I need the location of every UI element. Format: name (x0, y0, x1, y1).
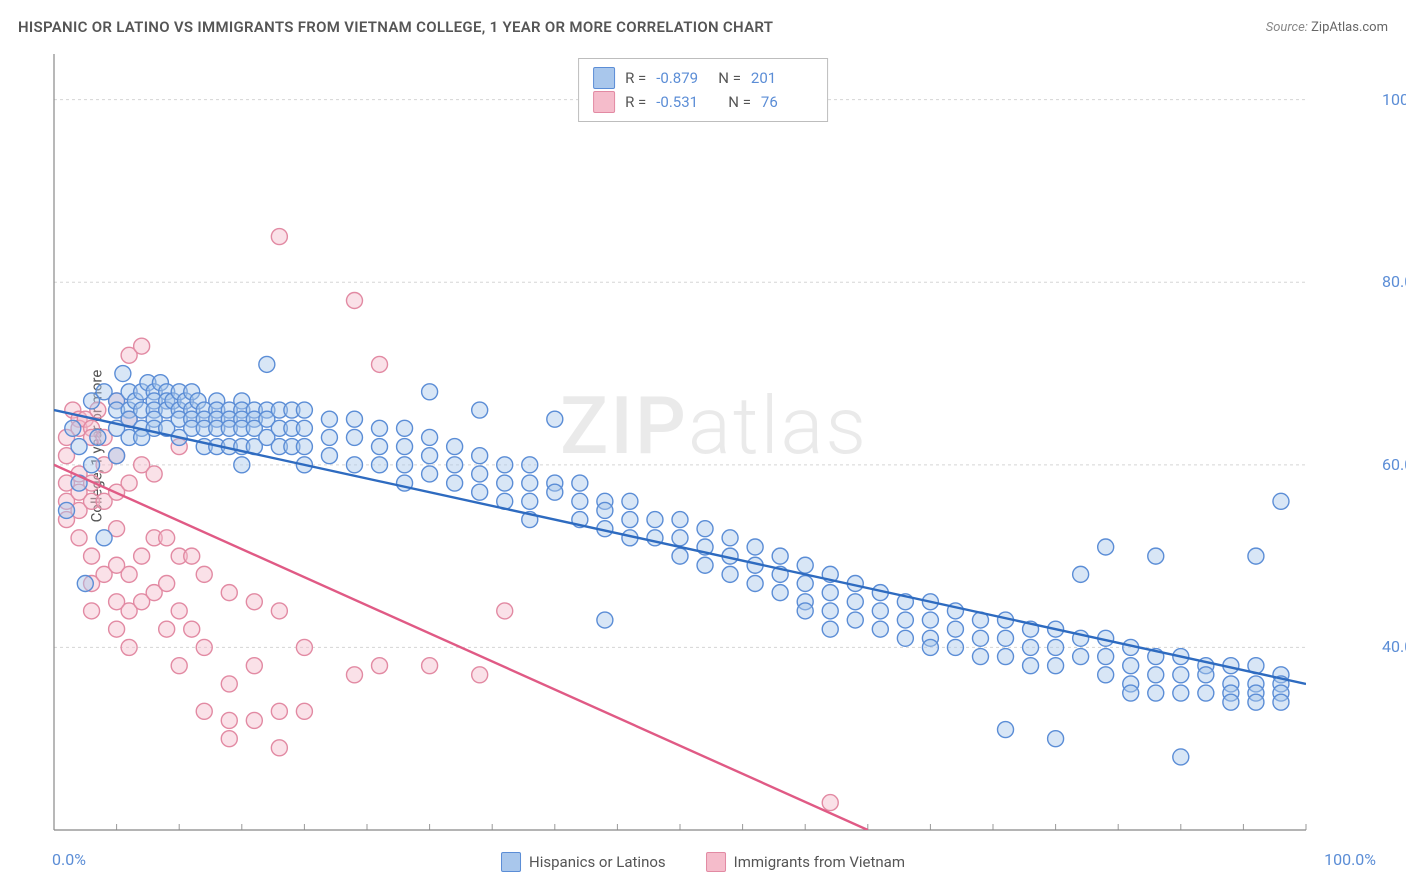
source-attribution: Source: ZipAtlas.com (1266, 20, 1388, 35)
stats-legend: R = -0.879 N = 201 R = -0.531 N = 76 (578, 58, 828, 122)
source-value: ZipAtlas.com (1311, 20, 1388, 35)
n-value-blue: 201 (751, 69, 803, 87)
x-max-label: 100.0% (1324, 850, 1376, 869)
y-tick-label: 100.0% (1382, 90, 1406, 109)
legend-label: Immigrants from Vietnam (734, 853, 905, 871)
legend-item: Immigrants from Vietnam (706, 852, 905, 872)
scatter-plot-svg (52, 52, 1376, 832)
r-label: R = (625, 69, 646, 87)
swatch-pink (593, 91, 615, 113)
legend-item: Hispanics or Latinos (501, 852, 666, 872)
n-label: N = (718, 69, 741, 87)
chart-title: HISPANIC OR LATINO VS IMMIGRANTS FROM VI… (18, 18, 773, 36)
series-legend: Hispanics or Latinos Immigrants from Vie… (501, 852, 905, 872)
plot-area: ZIPatlas (52, 52, 1376, 832)
swatch-blue (501, 852, 521, 872)
stats-legend-row: R = -0.879 N = 201 (593, 67, 813, 89)
legend-label: Hispanics or Latinos (529, 853, 666, 871)
n-label: N = (728, 93, 751, 111)
r-value-blue: -0.879 (656, 69, 708, 87)
source-label: Source: (1266, 20, 1308, 35)
r-label: R = (625, 93, 646, 111)
swatch-pink (706, 852, 726, 872)
stats-legend-row: R = -0.531 N = 76 (593, 91, 813, 113)
y-tick-label: 80.0% (1382, 272, 1406, 291)
y-tick-label: 60.0% (1382, 455, 1406, 474)
n-value-pink: 76 (761, 93, 813, 111)
y-tick-label: 40.0% (1382, 637, 1406, 656)
swatch-blue (593, 67, 615, 89)
x-min-label: 0.0% (52, 850, 86, 869)
r-value-pink: -0.531 (656, 93, 708, 111)
